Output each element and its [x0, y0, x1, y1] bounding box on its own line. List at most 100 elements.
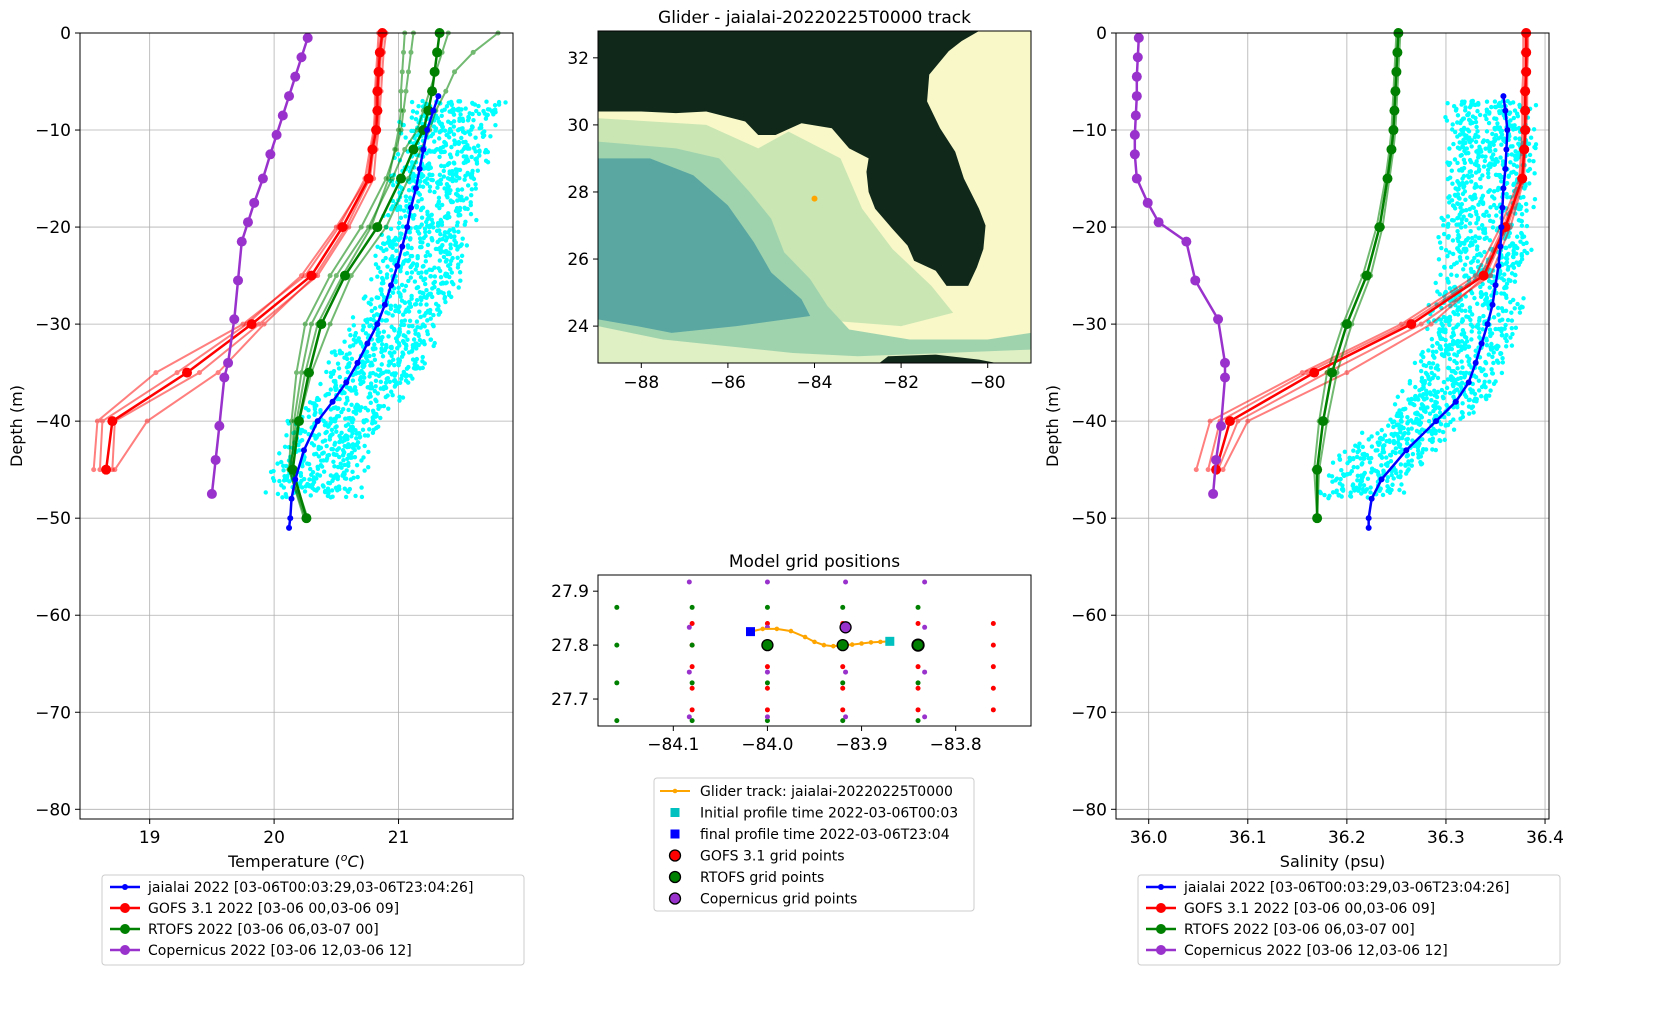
scatter-point	[334, 424, 339, 429]
scatter-point	[1360, 474, 1365, 480]
gofs-grid-point	[990, 621, 996, 627]
scatter-point	[408, 275, 414, 280]
scatter-point	[1484, 338, 1489, 343]
scatter-point	[1380, 446, 1386, 452]
map-glider-track	[811, 195, 818, 202]
scatter-point	[396, 225, 401, 231]
scatter-point	[455, 255, 460, 260]
scatter-point	[1377, 453, 1383, 458]
gofs-mean-line-marker	[373, 66, 384, 77]
scatter-point	[1436, 257, 1442, 262]
scatter-point	[1464, 217, 1469, 223]
scatter-point	[439, 290, 444, 295]
scatter-point	[372, 420, 378, 425]
rtofs-ensemble-line-marker	[405, 69, 411, 75]
map-southern-shelf	[598, 326, 1031, 363]
copernicus-grid-point	[922, 579, 928, 585]
scatter-point	[1384, 439, 1389, 444]
scatter-point	[1482, 236, 1487, 242]
scatter-point	[1355, 444, 1361, 450]
scatter-point	[1506, 174, 1511, 179]
scatter-point	[393, 379, 399, 385]
copernicus-grid-point	[764, 579, 770, 585]
scatter-point	[1447, 356, 1453, 362]
scatter-point	[1484, 209, 1489, 215]
grid-legend: Glider track: jaialai-20220225T0000Initi…	[653, 777, 975, 912]
scatter-point	[391, 326, 397, 332]
scatter-point	[361, 296, 367, 301]
x-tick-label: −83.9	[836, 735, 888, 755]
scatter-point	[431, 280, 436, 286]
scatter-point	[438, 181, 443, 187]
scatter-point	[1486, 120, 1492, 126]
scatter-point	[1375, 431, 1380, 436]
scatter-point	[411, 216, 416, 221]
scatter-point	[368, 400, 373, 406]
rtofs-mean-line-marker	[429, 66, 440, 77]
scatter-point	[280, 495, 285, 500]
x-tick-label: 21	[388, 828, 410, 848]
scatter-point	[1469, 329, 1474, 334]
glider-mean-line-marker	[364, 340, 371, 347]
scatter-point	[396, 285, 401, 290]
scatter-point	[436, 312, 441, 317]
scatter-point	[326, 489, 331, 494]
x-axis-label: Salinity (psu)	[1280, 852, 1385, 871]
scatter-point	[1479, 223, 1485, 228]
scatter-point	[430, 177, 435, 183]
scatter-point	[434, 203, 440, 208]
scatter-point	[1487, 161, 1493, 166]
scatter-point	[380, 241, 386, 246]
scatter-point	[1338, 476, 1343, 482]
y-tick-label: −70	[1071, 703, 1107, 723]
scatter-point	[1438, 272, 1443, 277]
scatter-point	[481, 108, 486, 114]
scatter-point	[459, 107, 464, 112]
scatter-point	[1378, 486, 1383, 491]
copernicus-mean-line-marker	[223, 357, 234, 368]
scatter-point	[402, 318, 408, 323]
scatter-point	[313, 410, 318, 415]
scatter-point	[464, 196, 469, 201]
scatter-point	[1440, 394, 1446, 399]
scatter-point	[1496, 312, 1501, 317]
legend-frame	[101, 874, 525, 966]
scatter-point	[301, 476, 307, 482]
scatter-point	[417, 192, 423, 197]
scatter-point	[1387, 452, 1393, 458]
gofs-mean-line-marker	[372, 86, 383, 97]
scatter-point	[1468, 159, 1474, 165]
scatter-point	[376, 330, 382, 335]
rtofs-ensemble-line-marker	[399, 69, 405, 75]
scatter-point	[1480, 327, 1485, 332]
scatter-point	[315, 472, 320, 477]
rtofs-selected-point	[761, 638, 774, 652]
copernicus-mean-line-marker	[249, 197, 260, 208]
scatter-point	[314, 488, 319, 493]
scatter-point	[458, 112, 463, 117]
scatter-point	[1442, 390, 1448, 396]
scatter-point	[318, 407, 323, 413]
scatter-point	[309, 472, 314, 478]
scatter-point	[307, 400, 313, 405]
scatter-point	[445, 195, 450, 200]
rtofs-mean-line-marker	[423, 105, 434, 116]
scatter-point	[1430, 375, 1435, 381]
scatter-point	[409, 115, 415, 120]
scatter-point	[395, 207, 400, 213]
y-tick-label: 27.9	[551, 582, 589, 602]
scatter-point	[1475, 108, 1480, 114]
map-title: Glider - jaialai-20220225T0000 track	[658, 8, 971, 28]
rtofs-ensemble-line-marker	[358, 224, 364, 230]
scatter-point	[451, 112, 457, 117]
scatter-point	[354, 462, 360, 468]
scatter-point	[406, 257, 412, 263]
gofs-mean-line-marker	[1520, 86, 1531, 97]
scatter-point	[1369, 470, 1374, 475]
scatter-point	[431, 312, 436, 318]
copernicus-grid-point	[764, 714, 770, 720]
scatter-point	[1453, 108, 1459, 113]
scatter-point	[1427, 360, 1432, 366]
scatter-point	[333, 380, 338, 385]
scatter-point	[427, 184, 433, 189]
